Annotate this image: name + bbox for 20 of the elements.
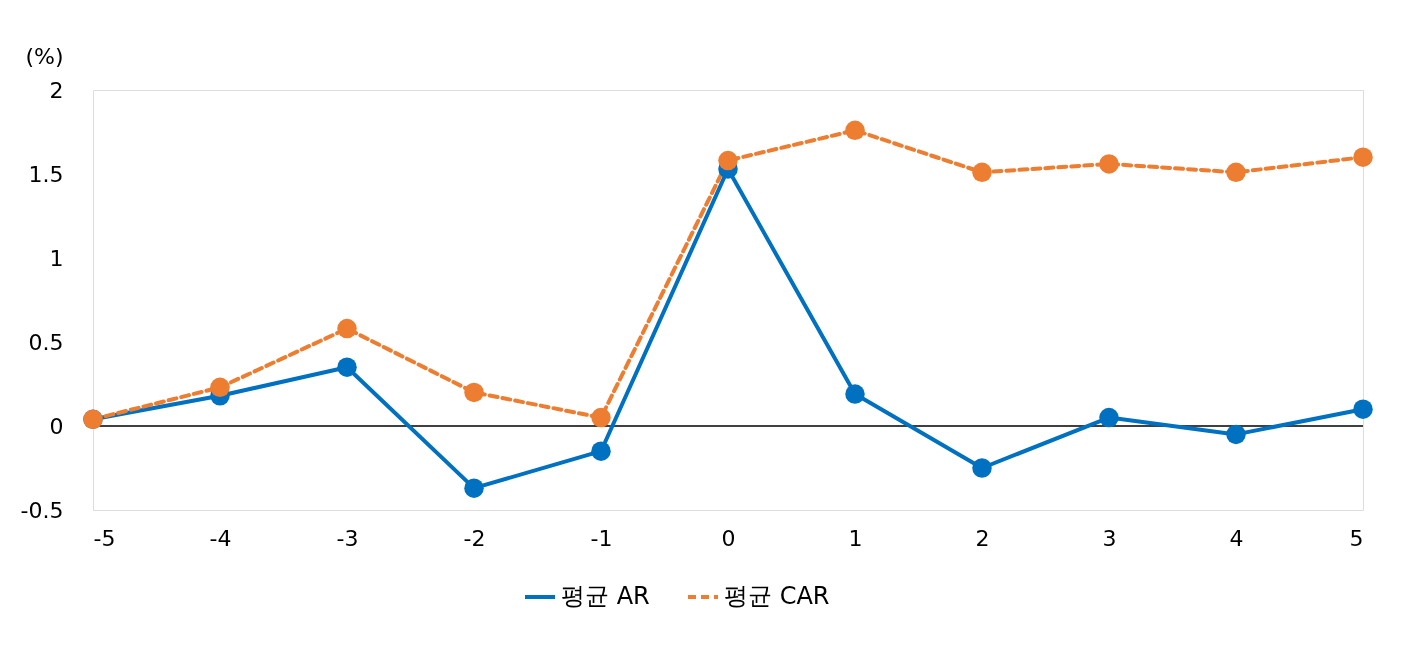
y-tick-label: 0.5 xyxy=(28,329,64,355)
x-tick-label: 5 xyxy=(1349,525,1364,551)
y-tick-label: 1.5 xyxy=(28,161,64,187)
x-tick-label: -5 xyxy=(93,525,116,551)
x-tick-label: 3 xyxy=(1102,525,1117,551)
legend-label: 평균 AR xyxy=(561,582,650,610)
y-tick-label: 1 xyxy=(49,245,64,271)
x-tick-label: -4 xyxy=(209,525,232,551)
x-tick-label: -1 xyxy=(590,525,613,551)
x-tick-label: 4 xyxy=(1229,525,1244,551)
y-tick-label: -0.5 xyxy=(20,497,64,523)
x-tick-label: 1 xyxy=(848,525,863,551)
y-tick-label: 0 xyxy=(49,413,64,439)
x-tick-label: -2 xyxy=(463,525,486,551)
x-tick-label: -3 xyxy=(336,525,359,551)
y-tick-label: 2 xyxy=(49,77,64,103)
x-tick-label: 0 xyxy=(721,525,736,551)
x-tick-label: 2 xyxy=(975,525,990,551)
legend-label: 평균 CAR xyxy=(724,582,830,610)
y-axis-title: (%) xyxy=(25,43,64,69)
